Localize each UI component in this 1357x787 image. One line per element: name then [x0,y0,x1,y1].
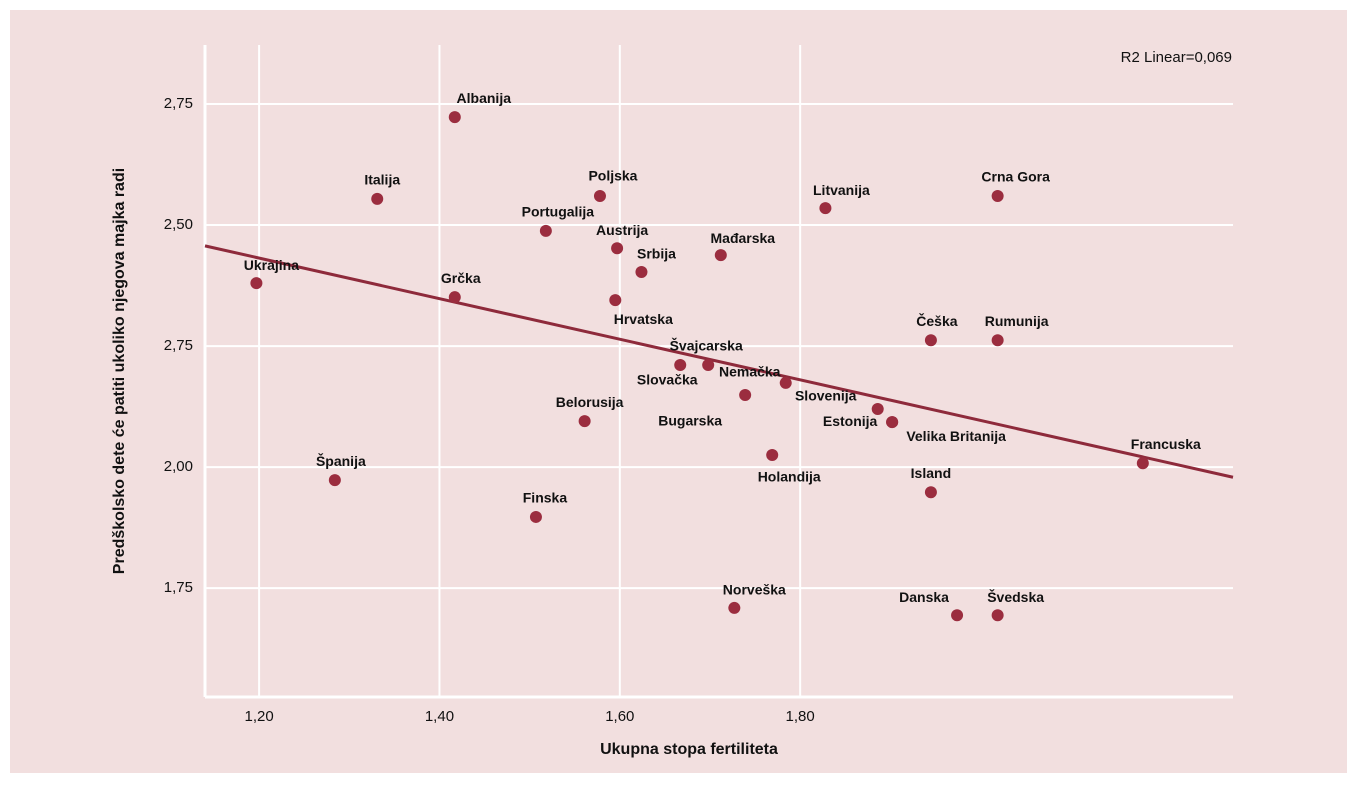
x-tick-label: 1,60 [605,708,634,725]
point [991,334,1004,347]
point [448,291,461,304]
point [328,474,341,487]
point [886,416,899,429]
y-tick-label: 1,75 [164,579,193,596]
point-label: Švajcarska [670,337,743,354]
x-tick-label: 1,80 [786,708,815,725]
point [924,486,937,499]
point-label: Ukrajina [244,257,299,273]
y-tick-label: 2,75 [164,337,193,354]
point-label: Norveška [723,582,786,598]
point-label: Poljska [588,168,637,184]
point-label: Grčka [441,270,481,286]
point [529,510,542,523]
point-label: Slovenija [795,388,857,404]
point-label: Italija [364,172,400,188]
annotation: R2 Linear=0,069 [1121,49,1232,66]
point [539,224,552,237]
point [779,376,792,389]
point [924,334,937,347]
point-label: Danska [899,589,949,605]
point [766,448,779,461]
point [702,358,715,371]
point-label: Mađarska [711,230,776,246]
point [611,242,624,255]
point-label: Nemačka [719,364,781,380]
point-label: Albanija [457,90,512,106]
point-label: Francuska [1131,436,1201,452]
point [674,358,687,371]
point-label: Island [911,465,951,481]
point [578,415,591,428]
point [991,609,1004,622]
point-label: Portugalija [522,204,595,220]
x-tick-label: 1,40 [425,708,454,725]
point [991,190,1004,203]
point-label: Velika Britanija [906,428,1006,444]
point-label: Estonija [823,413,878,429]
point-label: Holandija [758,469,821,485]
point [728,601,741,614]
point [871,402,884,415]
x-axis-label: Ukupna stopa fertiliteta [600,741,778,758]
point [739,388,752,401]
point-label: Bugarska [658,413,722,429]
point-label: Rumunija [985,313,1049,329]
point-label: Litvanija [813,182,870,198]
point [250,277,263,290]
point-label: Slovačka [637,372,698,388]
y-tick-label: 2,75 [164,95,193,112]
point-label: Belorusija [556,394,624,410]
point-label: Crna Gora [981,169,1050,185]
point [635,266,648,279]
y-axis-label: Predškolsko dete će patiti ukoliko njego… [111,168,128,574]
point-label: Češka [916,312,957,329]
point-label: Švedska [987,588,1044,605]
point-label: Austrija [596,222,648,238]
point [1136,457,1149,470]
point [609,294,622,307]
x-tick-label: 1,20 [245,708,274,725]
point [951,609,964,622]
point-label: Finska [523,490,568,506]
point-label: Hrvatska [614,311,673,327]
point [819,202,832,215]
point [448,111,461,124]
fit-line [204,244,1234,479]
point [714,249,727,262]
point-label: Srbija [637,246,676,262]
y-tick-label: 2,50 [164,216,193,233]
y-tick-label: 2,00 [164,458,193,475]
point [371,192,384,205]
background [10,10,1347,773]
point [593,190,606,203]
point-label: Španija [316,452,366,469]
